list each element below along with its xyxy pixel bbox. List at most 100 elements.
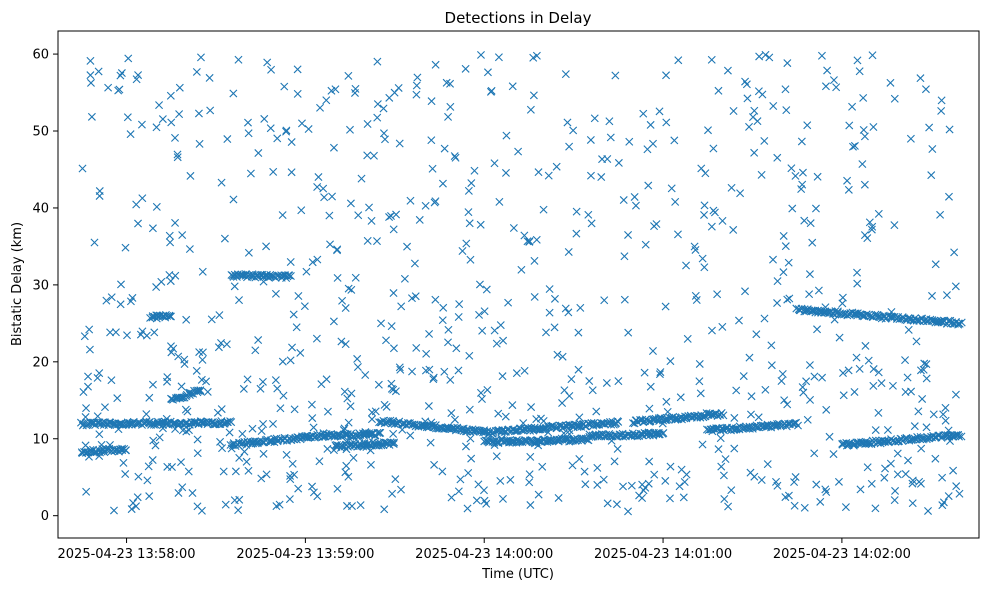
detection-point-1913 — [148, 313, 157, 322]
detection-point-245 — [945, 125, 954, 134]
detection-point-1580 — [619, 432, 628, 441]
detection-point-169 — [271, 289, 280, 298]
detection-point-49 — [671, 197, 680, 206]
detection-point-4 — [206, 106, 215, 115]
detection-point-673 — [461, 442, 470, 451]
detection-point-855 — [739, 372, 748, 381]
detection-point-24 — [389, 289, 398, 298]
detection-point-82 — [133, 493, 142, 502]
detection-point-213 — [87, 112, 96, 121]
detection-point-237 — [220, 234, 229, 243]
detection-point-128 — [193, 435, 202, 444]
detection-point-263 — [901, 356, 910, 365]
detection-point-33 — [760, 314, 769, 323]
detection-point-869 — [129, 498, 138, 507]
detection-point-485 — [173, 153, 182, 162]
detection-point-671 — [152, 202, 161, 211]
detection-point-857 — [730, 444, 739, 453]
detection-point-319 — [429, 373, 438, 382]
detection-point-218 — [341, 468, 350, 477]
detection-point-666 — [328, 192, 337, 201]
detection-point-395 — [410, 259, 419, 268]
detection-point-345 — [674, 56, 683, 65]
detection-point-120 — [333, 245, 342, 254]
detection-point-477 — [444, 325, 453, 334]
detection-point-179 — [783, 59, 792, 68]
detection-point-472 — [552, 162, 561, 171]
detection-point-315 — [412, 81, 421, 90]
detection-point-798 — [602, 378, 611, 387]
detection-point-682 — [313, 183, 322, 191]
detection-point-317 — [859, 93, 868, 102]
detection-point-25 — [517, 265, 526, 274]
detection-point-620 — [779, 231, 788, 240]
detection-point-845 — [480, 496, 489, 505]
detection-point-716 — [244, 466, 253, 475]
detection-point-351 — [259, 449, 268, 458]
detection-point-256 — [315, 457, 324, 466]
detection-point-94 — [451, 153, 460, 162]
detection-point-396 — [483, 385, 492, 394]
detection-point-448 — [649, 139, 657, 148]
detection-point-144 — [174, 352, 183, 361]
detection-point-1514 — [671, 415, 680, 424]
detection-point-789 — [290, 470, 299, 479]
detection-point-273 — [293, 89, 302, 98]
detection-point-699 — [813, 325, 822, 334]
detection-point-805 — [113, 394, 122, 403]
detection-point-1520 — [680, 414, 689, 423]
detection-point-651 — [853, 56, 862, 65]
detection-point-138 — [454, 313, 463, 321]
detection-point-46 — [925, 123, 934, 132]
detection-point-92 — [263, 58, 272, 67]
detection-point-229 — [527, 403, 536, 412]
detection-point-0 — [373, 100, 382, 109]
detection-point-1976 — [286, 271, 295, 280]
detection-point-616 — [162, 377, 171, 386]
detection-point-645 — [603, 499, 612, 508]
detection-point-1910 — [955, 432, 964, 441]
detection-point-305 — [341, 304, 350, 313]
detection-point-382 — [244, 248, 253, 257]
detection-point-832 — [456, 475, 465, 484]
detection-point-505 — [185, 245, 194, 254]
detection-point-45 — [829, 450, 838, 459]
detection-point-714 — [834, 477, 843, 486]
detection-point-423 — [508, 82, 517, 91]
detection-point-546 — [84, 372, 93, 381]
detection-point-756 — [784, 491, 793, 500]
detection-point-727 — [790, 478, 799, 487]
detection-point-488 — [750, 472, 759, 481]
detection-point-1155 — [376, 428, 385, 437]
detection-point-556 — [773, 153, 782, 162]
detection-point-171 — [871, 504, 880, 513]
detection-point-271 — [832, 83, 841, 92]
detection-point-596 — [501, 412, 510, 421]
detection-point-754 — [323, 407, 332, 416]
detection-point-835 — [938, 501, 947, 510]
detection-point-478 — [743, 94, 752, 103]
detection-point-449 — [496, 476, 505, 485]
detection-point-528 — [755, 52, 764, 61]
detection-point-609 — [667, 184, 676, 193]
detection-point-293 — [931, 260, 940, 269]
detection-point-496 — [767, 361, 776, 370]
detection-point-332 — [397, 302, 406, 311]
detection-point-12 — [539, 205, 548, 214]
detection-point-198 — [922, 423, 931, 432]
detection-point-483 — [342, 461, 351, 470]
detection-point-530 — [373, 57, 382, 66]
detection-point-524 — [781, 85, 790, 94]
detection-point-717 — [294, 484, 303, 493]
detection-point-814 — [512, 369, 521, 378]
scatter-points — [76, 50, 966, 516]
detection-point-582 — [869, 123, 878, 132]
detection-point-378 — [886, 459, 895, 468]
detection-point-320 — [273, 384, 282, 393]
detection-point-453 — [198, 267, 207, 276]
detection-point-824 — [100, 403, 109, 412]
detection-point-863 — [163, 462, 172, 471]
y-tick-label-5: 50 — [32, 125, 49, 140]
detection-point-287 — [254, 336, 263, 345]
detection-point-818 — [656, 368, 665, 377]
